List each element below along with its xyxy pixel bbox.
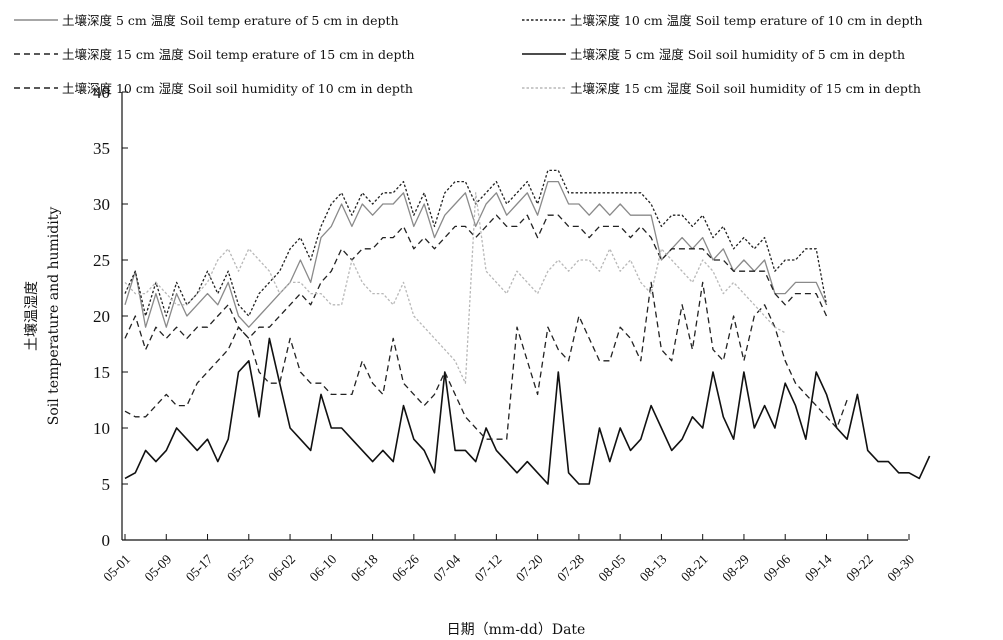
x-tick-label: 06-18 [348,551,381,584]
x-tick-label: 05-01 [100,552,133,585]
x-tick-label: 05-25 [224,551,257,584]
x-tick-label: 09-30 [884,551,917,584]
series-line-5 [124,192,786,384]
series-line-4 [124,281,848,440]
legend-label-4: 土壤深度 10 cm 湿度 Soil soil humidity of 10 c… [62,81,413,96]
y-tick-label: 30 [93,195,110,214]
x-tick-label: 07-12 [472,552,505,585]
x-tick-label: 08-13 [637,551,670,584]
x-tick-label: 06-26 [389,551,422,584]
x-tick-label: 07-28 [554,551,587,584]
y-tick-label: 15 [93,363,110,382]
x-tick-label: 08-29 [719,551,752,584]
x-tick-label: 05-09 [142,551,175,584]
y-tick-label: 10 [93,419,110,438]
x-tick-label: 05-17 [183,551,216,584]
x-tick-label: 09-14 [802,551,835,584]
series-layer [124,169,931,485]
y-tick-label: 20 [93,307,110,326]
x-tick-label: 07-20 [513,551,546,584]
legend-label-5: 土壤深度 15 cm 湿度 Soil soil humidity of 15 c… [570,81,921,96]
legend-label-3: 土壤深度 5 cm 湿度 Soil soil humidity of 5 cm … [570,47,905,62]
x-tick-label: 06-10 [307,551,340,584]
x-tick-label: 09-06 [760,551,793,584]
y-tick-label: 35 [93,139,110,158]
legend-label-1: 土壤深度 10 cm 温度 Soil temp erature of 10 cm… [570,13,923,28]
y-tick-label: 25 [93,251,110,270]
x-tick-label: 06-02 [265,552,298,585]
x-tick-label: 07-04 [430,551,463,584]
x-tick-label: 09-22 [843,552,876,585]
x-axis-title: 日期（mm-dd）Date [447,622,586,638]
series-line-3 [124,337,931,485]
x-ticks: 05-01 05-09 05-17 05-25 06-02 06-10 06-18 06-26… [100,534,917,584]
y-axis-title-cn: 土壤温湿度 [23,281,40,351]
y-axis-title: 土壤温湿度 Soil temperature and humidity [23,207,62,426]
y-axis-title-en: Soil temperature and humidity [46,207,62,426]
legend: 土壤深度 5 cm 温度 Soil temp erature of 5 cm i… [14,13,923,96]
x-tick-label: 08-21 [678,552,711,585]
series-line-2 [124,214,828,351]
y-tick-label: 0 [102,531,111,550]
x-tick-label: 08-05 [595,551,628,584]
y-tick-label: 5 [102,475,111,494]
y-ticks: 0 5 10 15 20 25 30 35 40 [93,83,128,550]
series-line-1 [124,169,828,317]
y-tick-label: 40 [93,83,110,102]
legend-label-0: 土壤深度 5 cm 温度 Soil temp erature of 5 cm i… [62,13,399,28]
legend-label-2: 土壤深度 15 cm 温度 Soil temp erature of 15 cm… [62,47,415,62]
series-line-0 [124,180,828,328]
